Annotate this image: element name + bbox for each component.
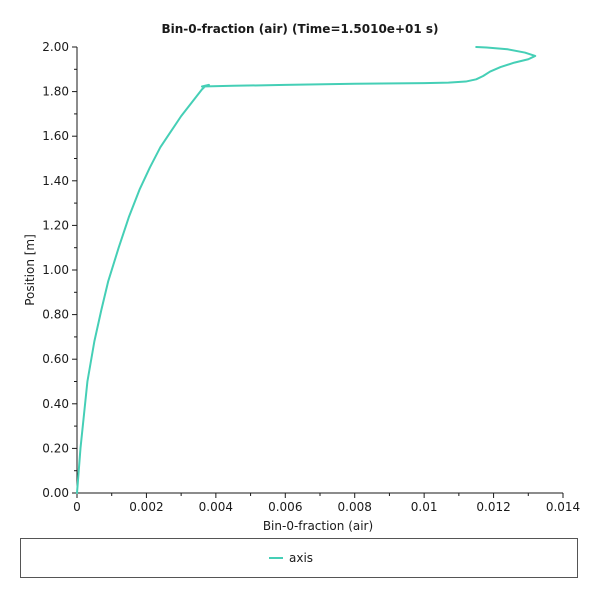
y-tick-label: 0.20 xyxy=(42,441,69,455)
x-tick-label: 0.002 xyxy=(129,500,163,514)
y-tick-label: 0.60 xyxy=(42,352,69,366)
y-tick-label: 2.00 xyxy=(42,40,69,54)
legend-item-axis[interactable]: axis xyxy=(269,551,313,565)
legend-swatch xyxy=(269,557,283,559)
y-tick-label: 1.00 xyxy=(42,263,69,277)
y-tick-label: 1.80 xyxy=(42,85,69,99)
x-tick-label: 0.012 xyxy=(476,500,510,514)
y-tick-label: 0.40 xyxy=(42,397,69,411)
y-tick-label: 1.40 xyxy=(42,174,69,188)
axes xyxy=(76,47,563,494)
x-tick-label: 0.01 xyxy=(411,500,438,514)
x-tick-label: 0.004 xyxy=(199,500,233,514)
ticks: 0 0.002 0.004 0.006 0.008 0.01 0.012 0.014 0.00 0… xyxy=(42,40,580,514)
y-tick-label: 1.20 xyxy=(42,218,69,232)
x-axis-label: Bin-0-fraction (air) xyxy=(263,519,373,533)
legend: axis xyxy=(20,538,578,578)
x-tick-label: 0 xyxy=(73,500,81,514)
x-tick-label: 0.014 xyxy=(546,500,580,514)
y-tick-label: 0.80 xyxy=(42,308,69,322)
series-line-axis xyxy=(76,46,537,494)
y-tick-label: 1.60 xyxy=(42,129,69,143)
x-tick-label: 0.006 xyxy=(268,500,302,514)
chart: Bin-0-fraction (air) (Time=1.5010e+01 s)… xyxy=(23,22,580,533)
legend-label: axis xyxy=(289,551,314,565)
x-tick-label: 0.008 xyxy=(338,500,372,514)
series-layer xyxy=(76,46,537,494)
y-axis-label: Position [m] xyxy=(23,234,37,306)
chart-title: Bin-0-fraction (air) (Time=1.5010e+01 s) xyxy=(161,22,438,36)
y-tick-label: 0.00 xyxy=(42,486,69,500)
